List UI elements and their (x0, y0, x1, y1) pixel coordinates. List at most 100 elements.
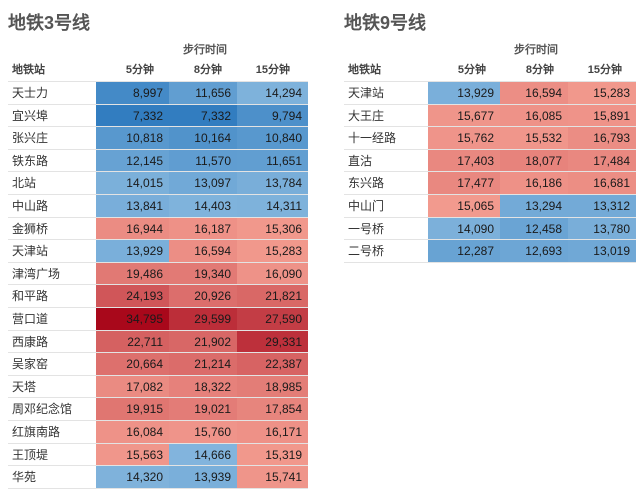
value-cell: 15,563 (96, 443, 169, 466)
line3-col-8min: 8分钟 (193, 64, 222, 76)
value-cell: 20,926 (169, 285, 237, 308)
station-name: 金狮桥 (12, 221, 49, 236)
value-cell: 15,741 (237, 466, 308, 489)
line9-station-header: 地铁站 (348, 64, 381, 76)
value-cell: 16,681 (568, 172, 636, 195)
value-cell: 16,944 (96, 217, 169, 240)
table-row: 张兴庄 10,818 10,164 10,840 (8, 126, 308, 150)
table-row: 天士力 8,997 11,656 14,294 (8, 81, 308, 104)
station-name: 直沽 (348, 153, 373, 168)
value-cell: 34,795 (96, 308, 169, 330)
value-cell: 14,090 (428, 217, 500, 240)
table-row: 十一经路 15,762 15,532 16,793 (344, 126, 636, 150)
value-cell: 14,403 (169, 195, 237, 217)
value-cell: 27,590 (237, 308, 308, 330)
value-cell: 16,085 (500, 104, 568, 127)
table-row: 和平路 24,193 20,926 21,821 (8, 284, 308, 308)
value-cell: 12,693 (500, 240, 568, 263)
line3-station-header: 地铁站 (12, 64, 45, 76)
line3-col-15min: 15分钟 (255, 64, 290, 76)
value-cell: 8,997 (96, 82, 169, 104)
value-cell: 22,711 (96, 330, 169, 353)
station-name: 北站 (12, 176, 37, 191)
value-cell: 15,319 (237, 443, 308, 466)
value-cell: 21,821 (237, 285, 308, 308)
value-cell: 10,840 (237, 127, 308, 150)
value-cell: 14,320 (96, 466, 169, 489)
table-row: 天津站 13,929 16,594 15,283 (8, 239, 308, 263)
value-cell: 19,486 (96, 262, 169, 285)
value-cell: 13,294 (500, 195, 568, 217)
table-row: 天津站 13,929 16,594 15,283 (344, 81, 636, 104)
value-cell: 15,760 (169, 421, 237, 443)
value-cell: 15,677 (428, 104, 500, 127)
value-cell: 29,599 (169, 308, 237, 330)
station-name: 一号桥 (348, 221, 385, 236)
line3-title: 地铁3号线 (8, 13, 91, 33)
station-name: 西康路 (12, 334, 49, 349)
value-cell: 16,090 (237, 262, 308, 285)
value-cell: 17,484 (568, 149, 636, 172)
station-name: 铁东路 (12, 153, 49, 168)
line9-col-5min: 5分钟 (457, 64, 486, 76)
station-name: 天津站 (348, 86, 385, 100)
value-cell: 13,784 (237, 172, 308, 195)
table-row: 西康路 22,711 21,902 29,331 (8, 329, 308, 353)
station-name: 华苑 (12, 470, 37, 485)
value-cell: 10,818 (96, 127, 169, 150)
value-cell: 19,021 (169, 398, 237, 421)
line9-col-15min: 15分钟 (587, 64, 622, 76)
table-row: 东兴路 17,477 16,186 16,681 (344, 171, 636, 195)
value-cell: 16,594 (169, 240, 237, 263)
line3-walk-time-header: 步行时间 (183, 44, 227, 56)
station-name: 十一经路 (348, 131, 397, 146)
table-row: 宜兴埠 7,332 7,332 9,794 (8, 103, 308, 127)
value-cell: 12,145 (96, 149, 169, 172)
station-name: 天塔 (12, 379, 37, 394)
value-cell: 22,387 (237, 353, 308, 376)
table-row: 一号桥 14,090 12,458 13,780 (344, 216, 636, 240)
value-cell: 18,985 (237, 375, 308, 398)
station-name: 宜兴埠 (12, 108, 49, 123)
value-cell: 17,477 (428, 172, 500, 195)
table-row: 吴家窑 20,664 21,214 22,387 (8, 352, 308, 376)
value-cell: 12,287 (428, 240, 500, 263)
value-cell: 21,214 (169, 353, 237, 376)
line3-col-5min: 5分钟 (125, 64, 154, 76)
station-name: 吴家窑 (12, 357, 49, 372)
value-cell: 13,939 (169, 466, 237, 489)
station-name: 张兴庄 (12, 131, 49, 146)
table-row: 二号桥 12,287 12,693 13,019 (344, 239, 636, 264)
value-cell: 11,651 (237, 149, 308, 172)
value-cell: 16,793 (568, 127, 636, 150)
value-cell: 18,322 (169, 375, 237, 398)
value-cell: 19,340 (169, 262, 237, 285)
value-cell: 14,015 (96, 172, 169, 195)
station-name: 和平路 (12, 289, 49, 304)
station-name: 津湾广场 (12, 266, 61, 281)
value-cell: 29,331 (237, 330, 308, 353)
value-cell: 14,311 (237, 195, 308, 217)
value-cell: 13,780 (568, 217, 636, 240)
table-row: 华苑 14,320 13,939 15,741 (8, 465, 308, 490)
table-row: 营口道 34,795 29,599 27,590 (8, 307, 308, 330)
table-row: 直沽 17,403 18,077 17,484 (344, 148, 636, 172)
value-cell: 15,065 (428, 195, 500, 217)
value-cell: 7,332 (96, 104, 169, 127)
value-cell: 16,171 (237, 421, 308, 443)
value-cell: 13,312 (568, 195, 636, 217)
value-cell: 16,186 (500, 172, 568, 195)
value-cell: 15,283 (237, 240, 308, 263)
value-cell: 13,841 (96, 195, 169, 217)
table-row: 中山门 15,065 13,294 13,312 (344, 194, 636, 217)
value-cell: 13,097 (169, 172, 237, 195)
value-cell: 13,929 (96, 240, 169, 263)
value-cell: 12,458 (500, 217, 568, 240)
table-row: 天塔 17,082 18,322 18,985 (8, 374, 308, 398)
value-cell: 9,794 (237, 104, 308, 127)
station-name: 中山门 (348, 199, 385, 213)
station-name: 红旗南路 (12, 425, 61, 439)
station-name: 中山路 (12, 199, 49, 213)
value-cell: 20,664 (96, 353, 169, 376)
line9-title: 地铁9号线 (344, 13, 427, 33)
